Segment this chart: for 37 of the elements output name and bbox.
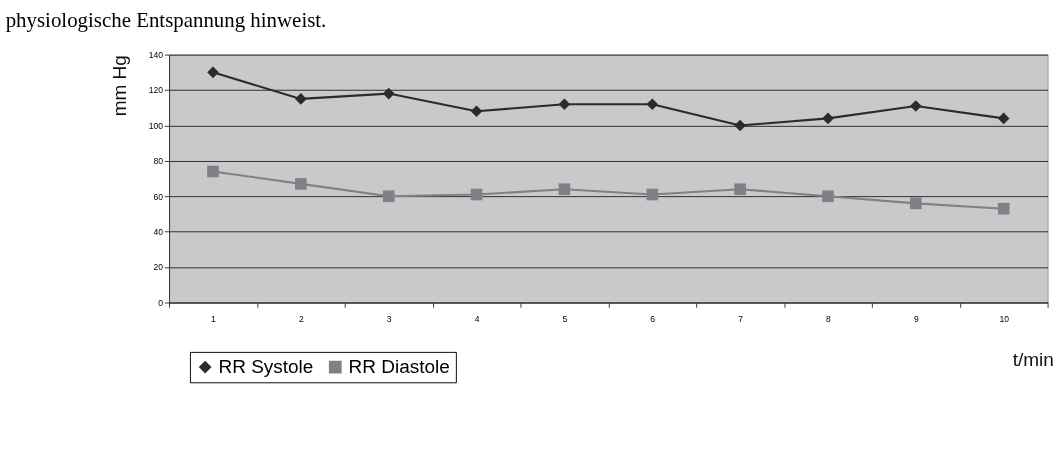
y-tick-label: 100 (148, 120, 164, 131)
legend-label: RR Systole (218, 355, 314, 377)
y-tick-label: 80 (153, 156, 164, 167)
point (822, 112, 834, 125)
legend-label: RR Diastole (348, 355, 450, 377)
point (558, 98, 571, 111)
x-tick-label: 3 (386, 314, 392, 324)
y-tick-label: 60 (153, 191, 164, 202)
x-tick-label: 5 (562, 314, 568, 324)
point (910, 197, 922, 210)
x-tick-label: 10 (999, 314, 1010, 324)
y-tick-label: 0 (158, 297, 164, 308)
y-tick-label: 40 (153, 227, 164, 238)
y-axis-title: mm Hg (108, 55, 130, 117)
y-tick-label: 120 (148, 85, 164, 96)
point (646, 98, 659, 111)
x-tick-label: 8 (826, 314, 832, 324)
point (734, 183, 746, 196)
point (997, 112, 1010, 125)
point (646, 188, 659, 201)
x-tick-label: 2 (298, 314, 304, 324)
point (382, 87, 395, 100)
point (382, 190, 395, 203)
x-tick-label: 6 (650, 314, 656, 324)
point (822, 190, 834, 203)
x-tick-label: 7 (738, 314, 744, 324)
x-tick-label: 1 (211, 314, 217, 324)
x-tick-label: 9 (913, 314, 919, 324)
point (470, 105, 483, 118)
x-axis-title: t/min (1012, 348, 1054, 370)
point (207, 66, 219, 79)
text: physiologische Entspannung hinweist. (5, 8, 327, 33)
y-tick-label: 140 (148, 49, 164, 60)
point (997, 202, 1010, 215)
x-tick-label: 4 (474, 314, 480, 324)
point (558, 183, 571, 196)
y-tick-label: 20 (153, 262, 164, 273)
